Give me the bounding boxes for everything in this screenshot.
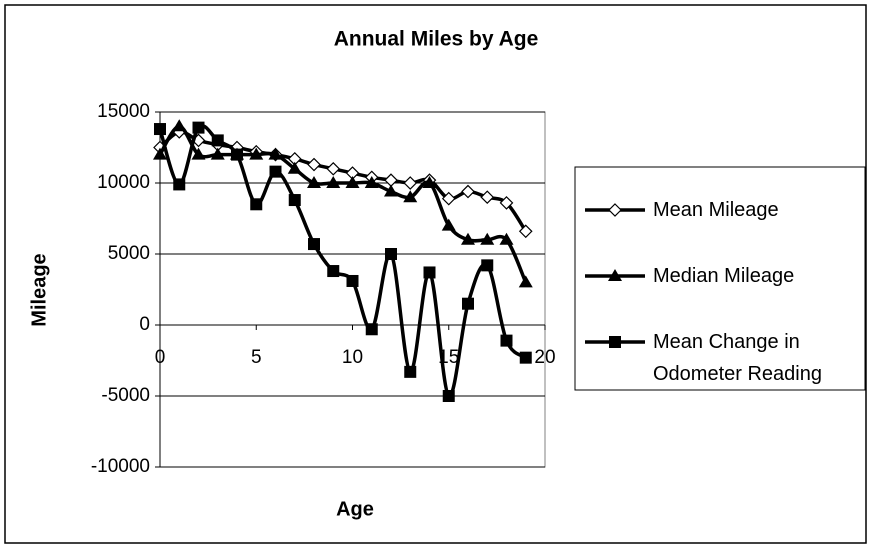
legend-label: Mean Mileage [653, 199, 779, 221]
marker [499, 196, 514, 210]
y-tick-label: -5000 [101, 385, 150, 406]
marker [404, 365, 417, 378]
marker [154, 123, 166, 136]
legend-box [574, 166, 866, 391]
marker [608, 269, 622, 281]
marker [172, 119, 187, 132]
marker [231, 148, 243, 161]
marker [609, 336, 621, 348]
x-tick-label: 10 [342, 347, 363, 368]
marker [269, 165, 282, 178]
x-tick-label: 20 [534, 347, 555, 368]
marker [461, 232, 475, 245]
marker [519, 351, 532, 364]
y-tick-label: 10000 [97, 172, 150, 193]
marker [173, 178, 186, 191]
marker [385, 248, 397, 260]
marker [481, 259, 494, 272]
marker [442, 390, 455, 402]
marker [480, 190, 495, 205]
marker [327, 265, 340, 278]
marker [461, 184, 475, 199]
series-line [158, 124, 527, 398]
marker [249, 147, 264, 160]
marker [191, 147, 206, 160]
marker [192, 121, 205, 134]
marker [480, 232, 495, 245]
legend-label: Median Mileage [653, 265, 795, 287]
marker [422, 176, 437, 188]
marker [287, 161, 302, 174]
marker [308, 238, 320, 251]
y-axis-label: Mileage [28, 253, 50, 326]
marker [499, 232, 514, 245]
marker [608, 203, 622, 217]
marker [403, 176, 418, 190]
marker [365, 323, 378, 336]
marker [423, 266, 436, 279]
marker [326, 176, 341, 188]
marker [441, 218, 456, 231]
marker [345, 176, 360, 188]
marker [268, 147, 283, 160]
y-tick-label: 0 [139, 314, 150, 335]
y-tick-label: -10000 [91, 456, 150, 477]
marker [518, 275, 533, 288]
marker [518, 224, 533, 239]
marker [403, 190, 418, 203]
marker [441, 191, 456, 206]
marker [153, 147, 167, 160]
marker [307, 176, 321, 188]
x-tick-label: 5 [251, 347, 262, 368]
marker [364, 176, 379, 188]
y-tick-label: 5000 [108, 243, 150, 264]
marker [250, 198, 263, 211]
marker [500, 334, 513, 347]
marker [307, 157, 321, 172]
x-tick-label: 0 [155, 347, 166, 368]
legend-label: Mean Change in Odometer Reading [653, 331, 822, 385]
marker [384, 184, 398, 197]
plot-area [159, 111, 546, 468]
marker [210, 147, 225, 160]
marker [326, 161, 341, 176]
y-tick-label: 15000 [97, 101, 150, 122]
x-axis-label: Age [336, 498, 374, 520]
marker [288, 194, 301, 207]
marker [346, 274, 359, 287]
marker [211, 134, 224, 147]
chart-title: Annual Miles by Age [334, 28, 539, 51]
marker [462, 297, 474, 310]
